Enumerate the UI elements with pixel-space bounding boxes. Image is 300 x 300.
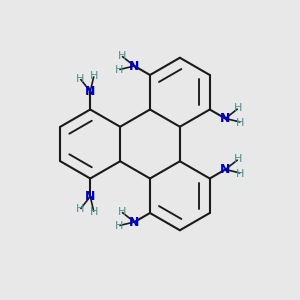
Text: H: H (76, 74, 84, 84)
Text: H: H (76, 204, 84, 214)
Text: N: N (220, 163, 230, 176)
Text: H: H (115, 65, 124, 75)
Text: H: H (118, 207, 126, 217)
Text: H: H (234, 103, 242, 113)
Text: N: N (220, 112, 230, 125)
Text: H: H (90, 207, 99, 217)
Text: H: H (236, 118, 245, 128)
Text: H: H (236, 169, 245, 179)
Text: N: N (129, 59, 140, 73)
Text: N: N (85, 85, 95, 98)
Text: H: H (118, 51, 126, 61)
Text: H: H (90, 71, 99, 81)
Text: N: N (85, 190, 95, 203)
Text: H: H (234, 154, 242, 164)
Text: N: N (129, 215, 140, 229)
Text: H: H (115, 221, 124, 231)
